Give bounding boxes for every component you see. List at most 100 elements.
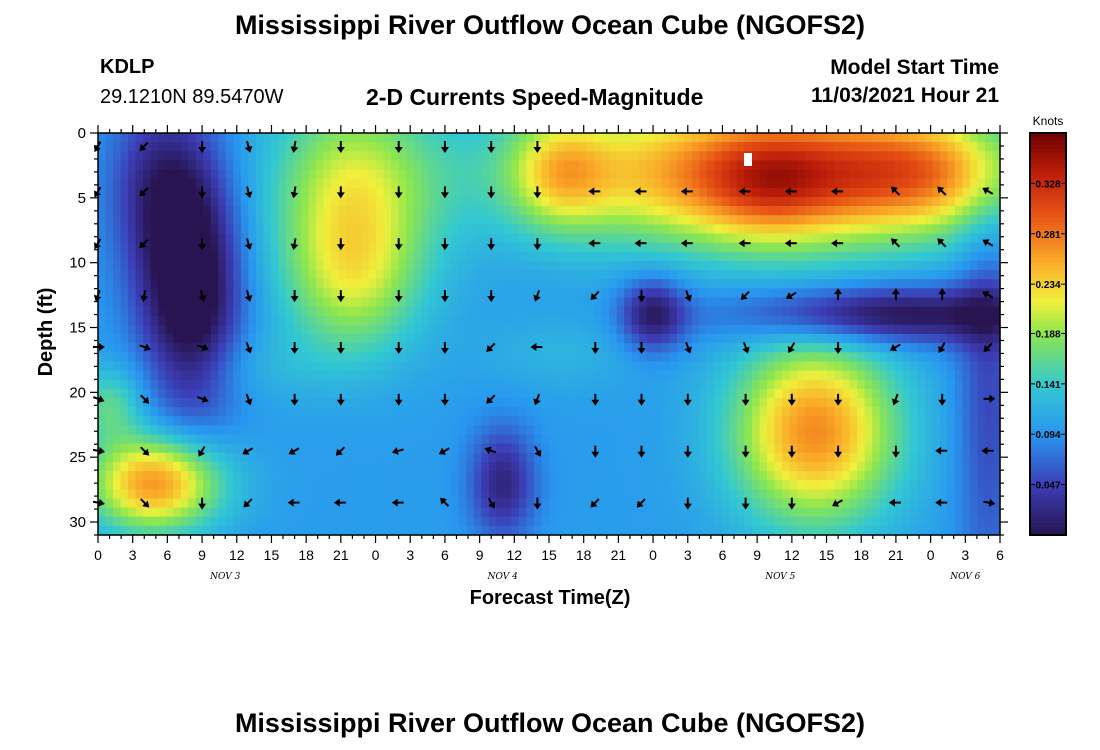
heatmap-cell (203, 443, 212, 454)
heatmap-cell (443, 242, 452, 253)
heatmap-cell (308, 343, 317, 353)
heatmap-cell (684, 306, 693, 317)
heatmap-cell (579, 525, 588, 536)
heatmap-cell (195, 388, 204, 399)
heatmap-cell (323, 507, 332, 518)
heatmap-cell (383, 343, 392, 353)
heatmap-cell (255, 443, 264, 454)
heatmap-cell (361, 187, 370, 198)
heatmap-cell (203, 507, 212, 518)
heatmap-cell (812, 324, 821, 335)
heatmap-cell (210, 270, 219, 280)
heatmap-cell (481, 196, 490, 207)
heatmap-cell (113, 315, 122, 326)
heatmap-cell (413, 224, 422, 235)
heatmap-cell (909, 498, 918, 509)
heatmap-cell (128, 452, 137, 463)
heatmap-cell (233, 306, 242, 317)
heatmap-cell (782, 471, 791, 481)
heatmap-cell (684, 507, 693, 518)
heatmap-cell (526, 388, 535, 399)
heatmap-cell (98, 233, 107, 244)
heatmap-cell (857, 379, 866, 390)
heatmap-cell (842, 315, 851, 326)
heatmap-cell (691, 397, 700, 408)
heatmap-cell (827, 443, 836, 454)
heatmap-cell (661, 133, 670, 143)
heatmap-cell (812, 452, 821, 463)
heatmap-cell (729, 215, 738, 225)
heatmap-cell (315, 361, 325, 372)
heatmap-cell (812, 379, 821, 390)
heatmap-cell (842, 133, 851, 143)
heatmap-cell (143, 507, 152, 518)
heatmap-cell (391, 306, 400, 317)
heatmap-cell (684, 315, 693, 326)
heatmap-cell (210, 361, 219, 372)
heatmap-cell (541, 215, 550, 225)
heatmap-cell (774, 279, 783, 289)
heatmap-cell (293, 434, 302, 445)
heatmap-cell (240, 452, 249, 463)
heatmap-cell (601, 215, 610, 225)
heatmap-cell (586, 516, 595, 527)
heatmap-cell (526, 525, 535, 536)
heatmap-cell (315, 279, 325, 289)
heatmap-cell (744, 379, 753, 390)
heatmap-cell (188, 324, 197, 335)
heatmap-cell (721, 397, 730, 408)
heatmap-cell (406, 297, 415, 308)
heatmap-cell (128, 489, 137, 500)
heatmap-cell (248, 416, 257, 426)
heatmap-cell (526, 297, 535, 308)
heatmap-cell (586, 425, 595, 436)
heatmap-cell (556, 260, 565, 271)
heatmap-cell (481, 270, 490, 280)
heatmap-cell (353, 224, 362, 235)
heatmap-cell (398, 160, 407, 171)
heatmap-cell (203, 425, 212, 436)
heatmap-cell (158, 279, 167, 289)
heatmap-cell (639, 233, 648, 244)
heatmap-cell (481, 471, 490, 481)
heatmap-cell (797, 489, 806, 500)
heatmap-cell (180, 388, 189, 399)
heatmap-cell (300, 443, 310, 454)
heatmap-cell (631, 425, 640, 436)
heatmap-cell (654, 151, 663, 162)
heatmap-cell (669, 306, 678, 317)
heatmap-cell (323, 242, 332, 253)
heatmap-cell (849, 242, 858, 253)
heatmap-cell (782, 315, 791, 326)
heatmap-cell (105, 498, 114, 509)
heatmap-cell (699, 379, 708, 390)
heatmap-cell (443, 334, 452, 344)
heatmap-cell (278, 133, 287, 143)
heatmap-cell (782, 206, 791, 216)
heatmap-cell (188, 260, 197, 271)
heatmap-cell (128, 334, 137, 344)
heatmap-cell (624, 178, 633, 189)
heatmap-cell (782, 187, 791, 198)
heatmap-cell (736, 133, 746, 143)
heatmap-cell (609, 306, 618, 317)
heatmap-cell (150, 507, 159, 518)
heatmap-cell (564, 416, 573, 426)
heatmap-cell (398, 489, 407, 500)
heatmap-cell (917, 361, 926, 372)
heatmap-cell (917, 151, 926, 162)
heatmap-cell (128, 407, 137, 417)
heatmap-cell (421, 334, 430, 344)
heatmap-cell (278, 379, 287, 390)
heatmap-cell (789, 343, 798, 353)
heatmap-cell (105, 288, 114, 299)
heatmap-cell (518, 196, 528, 207)
heatmap-cell (526, 169, 535, 180)
heatmap-cell (736, 324, 746, 335)
heatmap-cell (594, 507, 603, 518)
heatmap-cell (263, 388, 272, 399)
heatmap-cell (188, 315, 197, 326)
heatmap-cell (180, 352, 189, 363)
heatmap-cell (684, 471, 693, 481)
heatmap-cell (451, 343, 460, 353)
